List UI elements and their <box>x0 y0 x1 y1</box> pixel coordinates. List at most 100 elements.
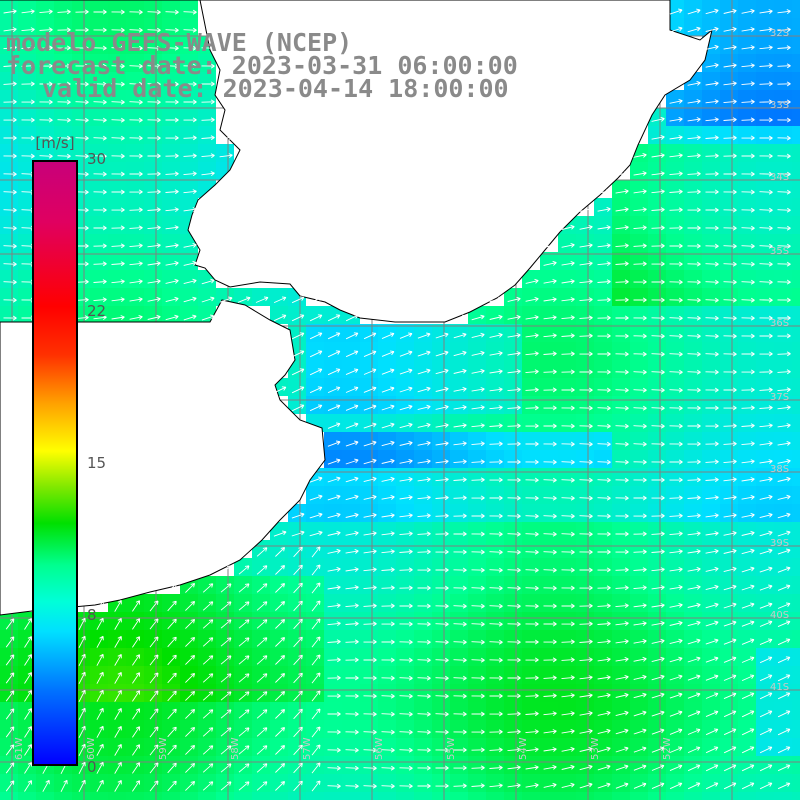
wind-arrow <box>723 764 737 772</box>
wind-speed-cell <box>738 252 756 270</box>
wind-speed-cell <box>144 612 162 630</box>
wind-arrow <box>705 189 719 195</box>
wind-arrow <box>489 711 503 717</box>
wind-speed-cell <box>594 576 612 594</box>
wind-arrow <box>777 63 791 69</box>
wind-speed-cell <box>288 612 306 630</box>
wind-arrow <box>345 548 359 554</box>
wind-speed-cell <box>0 234 18 252</box>
wind-speed-cell <box>144 738 162 756</box>
wind-arrow <box>543 297 557 302</box>
wind-speed-cell <box>594 558 612 576</box>
wind-arrow <box>381 422 395 429</box>
wind-arrow <box>399 567 413 573</box>
wind-speed-cell <box>450 720 468 738</box>
wind-speed-cell <box>504 468 522 486</box>
wind-speed-cell <box>738 450 756 468</box>
wind-speed-cell <box>684 774 702 792</box>
wind-arrow <box>471 729 485 735</box>
wind-speed-cell <box>450 666 468 684</box>
wind-arrow <box>705 764 719 772</box>
wind-arrow <box>57 27 71 33</box>
wind-arrow <box>309 512 323 519</box>
wind-arrow <box>256 583 268 593</box>
wind-vectors <box>3 8 791 793</box>
wind-speed-cell <box>666 324 684 342</box>
wind-speed-cell <box>792 612 800 630</box>
wind-arrow <box>705 62 719 68</box>
wind-arrow <box>759 692 773 700</box>
wind-arrow <box>167 708 177 720</box>
wind-speed-cell <box>558 360 576 378</box>
wind-arrow <box>561 224 575 230</box>
wind-arrow <box>777 369 791 375</box>
wind-arrow <box>705 782 719 790</box>
wind-arrow <box>471 459 485 465</box>
wind-speed-cell <box>594 252 612 270</box>
wind-speed-cell <box>162 216 180 234</box>
wind-arrow <box>435 477 449 483</box>
wind-speed-cell <box>90 0 108 18</box>
wind-arrow <box>633 513 647 519</box>
wind-speed-cell <box>216 684 234 702</box>
wind-arrow <box>633 423 647 429</box>
wind-speed-cell <box>162 162 180 180</box>
wind-arrow <box>327 386 341 394</box>
wind-arrow <box>5 618 15 630</box>
wind-arrow <box>417 675 431 681</box>
wind-arrow <box>507 477 521 483</box>
wind-speed-cell <box>306 720 324 738</box>
longitude-label: 53W <box>590 737 601 760</box>
latitude-label: 36S <box>770 318 790 329</box>
wind-arrow <box>651 261 665 267</box>
wind-arrow <box>75 27 89 33</box>
wind-arrow <box>381 404 395 411</box>
wind-arrow <box>759 135 773 141</box>
wind-speed-cell <box>612 414 630 432</box>
wind-speed-cell <box>90 216 108 234</box>
wind-arrow <box>687 602 701 608</box>
wind-arrow <box>597 531 611 537</box>
wind-arrow <box>633 710 647 717</box>
wind-speed-cell <box>324 468 342 486</box>
wind-arrow <box>111 9 125 15</box>
wind-arrow <box>525 405 539 411</box>
wind-arrow <box>381 549 395 555</box>
wind-arrow <box>741 297 755 303</box>
wind-speed-cell <box>522 720 540 738</box>
wind-speed-cell <box>648 252 666 270</box>
wind-speed-cell <box>702 540 720 558</box>
wind-arrow <box>507 351 521 356</box>
wind-arrow <box>96 761 104 774</box>
wind-speed-cell <box>0 144 18 162</box>
wind-arrow <box>615 261 629 267</box>
wind-speed-cell <box>0 648 18 666</box>
wind-speed-cell <box>504 432 522 450</box>
wind-arrow <box>633 459 647 465</box>
wind-speed-cell <box>504 648 522 666</box>
wind-speed-cell <box>306 486 324 504</box>
wind-arrow <box>597 188 611 194</box>
wind-speed-cell <box>54 792 72 800</box>
wind-arrow <box>75 81 89 87</box>
wind-arrow <box>723 171 737 177</box>
wind-speed-cell <box>612 522 630 540</box>
wind-arrow <box>471 783 485 789</box>
wind-arrow <box>615 170 629 176</box>
wind-arrow <box>651 225 665 231</box>
wind-speed-cell <box>684 720 702 738</box>
wind-arrow <box>651 243 665 249</box>
wind-arrow <box>741 81 755 87</box>
wind-arrow <box>3 279 17 285</box>
wind-arrow <box>471 765 485 771</box>
wind-arrow <box>741 710 755 718</box>
wind-speed-cell <box>486 756 504 774</box>
wind-speed-cell <box>378 378 396 396</box>
wind-speed-cell <box>738 792 756 800</box>
wind-arrow <box>705 459 719 465</box>
wind-arrow <box>256 691 268 701</box>
wind-speed-cell <box>594 414 612 432</box>
wind-speed-cell <box>396 378 414 396</box>
wind-arrow <box>525 459 539 465</box>
wind-speed-cell <box>468 684 486 702</box>
